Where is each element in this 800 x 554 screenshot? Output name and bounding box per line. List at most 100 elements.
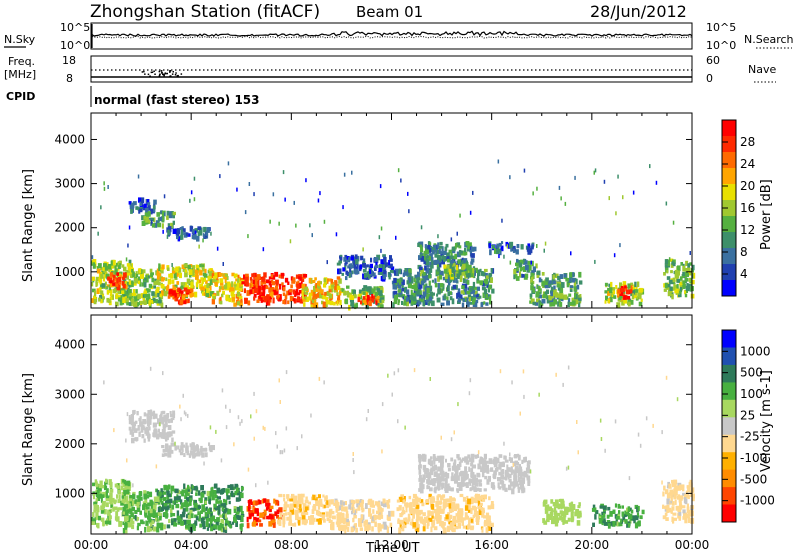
heatmap-cell — [433, 509, 438, 514]
heatmap-cell — [237, 296, 240, 302]
heatmap-cell — [609, 296, 613, 303]
heatmap-cell — [436, 293, 439, 297]
heatmap-cell — [333, 301, 336, 306]
heatmap-cell — [538, 392, 540, 397]
heatmap-cell — [523, 472, 528, 478]
colorbar-tick-label: 28 — [740, 135, 755, 149]
heatmap-cell — [563, 506, 568, 512]
heatmap-cell — [456, 488, 459, 492]
heatmap-cell — [493, 473, 496, 480]
heatmap-cell — [604, 282, 608, 286]
heatmap-cell — [430, 504, 435, 510]
heatmap-cell — [404, 295, 408, 300]
heatmap-cell — [624, 285, 627, 289]
heatmap-cell — [519, 474, 523, 480]
heatmap-cell — [147, 293, 151, 300]
heatmap-cell — [200, 517, 205, 524]
heatmap-cell — [368, 524, 371, 531]
heatmap-cell — [504, 471, 509, 478]
heatmap-cell — [168, 519, 171, 523]
heatmap-cell — [282, 523, 285, 528]
heatmap-cell — [282, 299, 286, 305]
heatmap-cell — [182, 299, 187, 305]
heatmap-cell — [397, 368, 400, 373]
heatmap-cell — [253, 273, 256, 279]
heatmap-cell — [278, 294, 282, 299]
heatmap-cell — [470, 508, 473, 514]
heatmap-cell — [158, 515, 162, 521]
heatmap-cell — [160, 488, 163, 493]
heatmap-cell — [210, 520, 213, 527]
heatmap-cell — [551, 294, 555, 299]
heatmap-cell — [308, 293, 312, 298]
heatmap-cell — [631, 515, 635, 521]
heatmap-cell — [532, 301, 536, 306]
velocity-heatmap — [91, 365, 695, 534]
heatmap-cell — [474, 290, 477, 295]
heatmap-cell — [180, 499, 183, 505]
heatmap-cell — [158, 291, 163, 296]
heatmap-cell — [440, 508, 444, 514]
heatmap-cell — [567, 517, 571, 522]
heatmap-cell — [230, 287, 235, 292]
freq-point — [171, 73, 174, 75]
heatmap-cell — [252, 501, 256, 505]
heatmap-cell — [128, 280, 132, 285]
heatmap-cell — [228, 500, 231, 505]
heatmap-cell — [269, 283, 272, 289]
heatmap-cell — [167, 226, 172, 230]
heatmap-cell — [641, 509, 645, 515]
heatmap-cell — [479, 488, 482, 492]
heatmap-cell — [633, 294, 637, 298]
heatmap-cell — [239, 505, 243, 512]
heatmap-cell — [206, 517, 210, 522]
heatmap-cell — [386, 500, 390, 505]
heatmap-cell — [453, 459, 457, 464]
heatmap-cell — [328, 289, 332, 293]
heatmap-cell — [171, 279, 175, 284]
heatmap-cell — [618, 294, 622, 300]
heatmap-cell — [141, 434, 145, 439]
heatmap-cell — [389, 258, 393, 262]
nsky-line — [91, 30, 693, 37]
heatmap-cell — [607, 291, 611, 296]
heatmap-cell — [376, 510, 380, 514]
heatmap-cell — [287, 512, 292, 516]
heatmap-cell — [406, 519, 409, 524]
heatmap-cell — [549, 299, 554, 303]
freq-panel — [90, 55, 693, 83]
heatmap-cell — [148, 283, 153, 288]
heatmap-cell — [621, 511, 625, 517]
heatmap-cell — [626, 295, 631, 300]
heatmap-cell — [507, 244, 511, 249]
heatmap-cell — [202, 238, 204, 243]
heatmap-cell — [419, 241, 424, 248]
heatmap-cell — [501, 218, 503, 223]
heatmap-cell — [134, 420, 138, 424]
freq-point — [159, 73, 161, 76]
heatmap-cell — [679, 281, 683, 286]
heatmap-cell — [383, 269, 387, 274]
heatmap-cell — [311, 518, 315, 524]
heatmap-cell — [114, 483, 118, 488]
heatmap-cell — [166, 234, 169, 239]
heatmap-cell — [219, 278, 224, 283]
heatmap-cell — [152, 410, 156, 416]
heatmap-cell — [256, 274, 261, 280]
colorbar-tick-label: -25 — [740, 430, 760, 444]
heatmap-cell — [578, 512, 582, 518]
heatmap-cell — [479, 465, 482, 469]
heatmap-cell — [424, 278, 427, 283]
heatmap-cell — [365, 303, 369, 310]
heatmap-cell — [130, 298, 135, 303]
heatmap-cell — [195, 282, 199, 288]
colorbar-swatch — [722, 184, 736, 201]
heatmap-cell — [177, 445, 180, 450]
heatmap-cell — [139, 208, 143, 213]
heatmap-cell — [415, 511, 418, 516]
heatmap-cell — [467, 264, 472, 271]
heatmap-cell — [156, 271, 160, 276]
heatmap-cell — [123, 490, 126, 496]
heatmap-cell — [168, 289, 173, 295]
